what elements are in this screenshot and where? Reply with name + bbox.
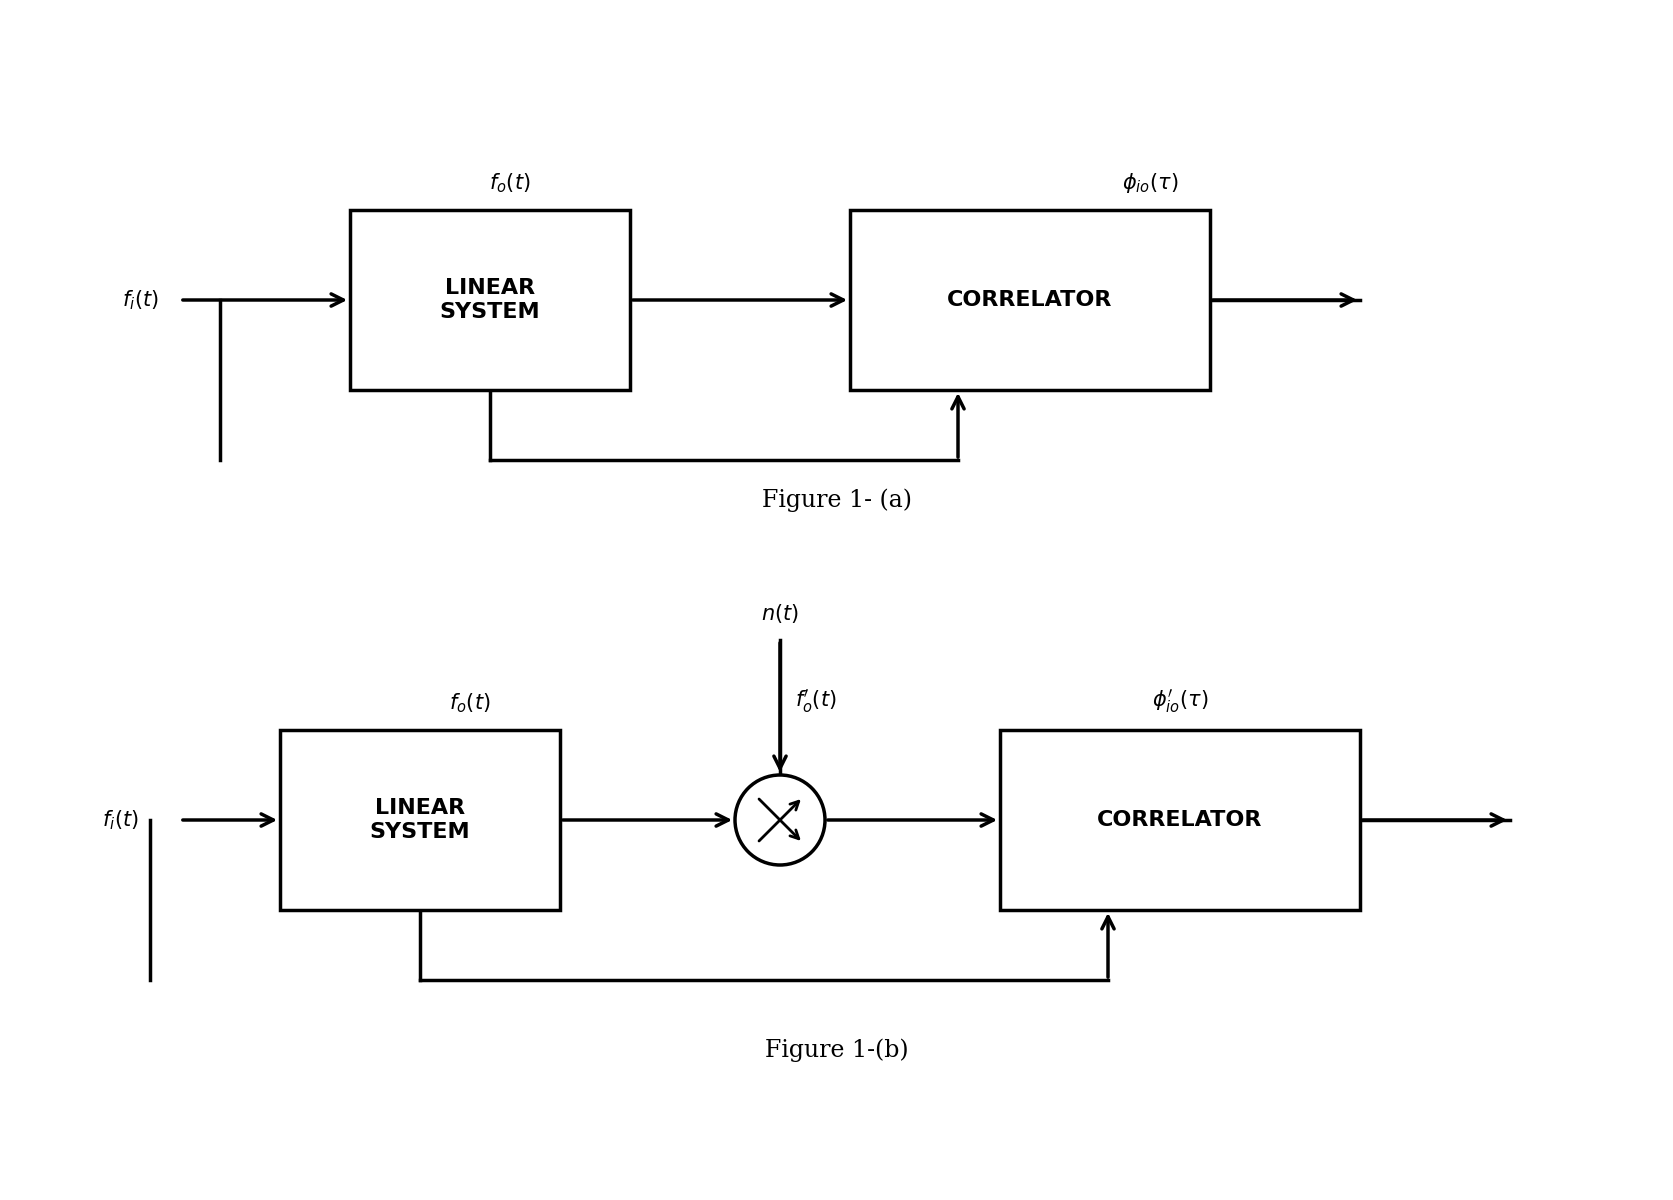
Text: LINEAR
SYSTEM: LINEAR SYSTEM (370, 798, 470, 841)
Text: Figure 1-(b): Figure 1-(b) (765, 1038, 908, 1062)
Text: $f^{\prime}_o(t)$: $f^{\prime}_o(t)$ (795, 686, 836, 715)
FancyBboxPatch shape (999, 730, 1358, 910)
Text: $\phi^{\prime}_{io}(\tau)$: $\phi^{\prime}_{io}(\tau)$ (1151, 686, 1208, 715)
Text: $n(t)$: $n(t)$ (761, 602, 798, 625)
Circle shape (734, 775, 825, 865)
FancyBboxPatch shape (850, 210, 1210, 390)
Text: $\phi_{io}(\tau)$: $\phi_{io}(\tau)$ (1121, 170, 1178, 194)
FancyBboxPatch shape (279, 730, 560, 910)
Text: $f_i(t)$: $f_i(t)$ (122, 288, 159, 312)
Text: Figure 1- (a): Figure 1- (a) (761, 488, 912, 511)
Text: CORRELATOR: CORRELATOR (947, 290, 1113, 310)
Text: $f_i(t)$: $f_i(t)$ (102, 809, 139, 832)
Text: CORRELATOR: CORRELATOR (1097, 810, 1261, 830)
FancyBboxPatch shape (350, 210, 629, 390)
Text: $f_o(t)$: $f_o(t)$ (489, 172, 530, 194)
Text: LINEAR
SYSTEM: LINEAR SYSTEM (440, 278, 540, 322)
Text: $f_o(t)$: $f_o(t)$ (448, 691, 490, 715)
